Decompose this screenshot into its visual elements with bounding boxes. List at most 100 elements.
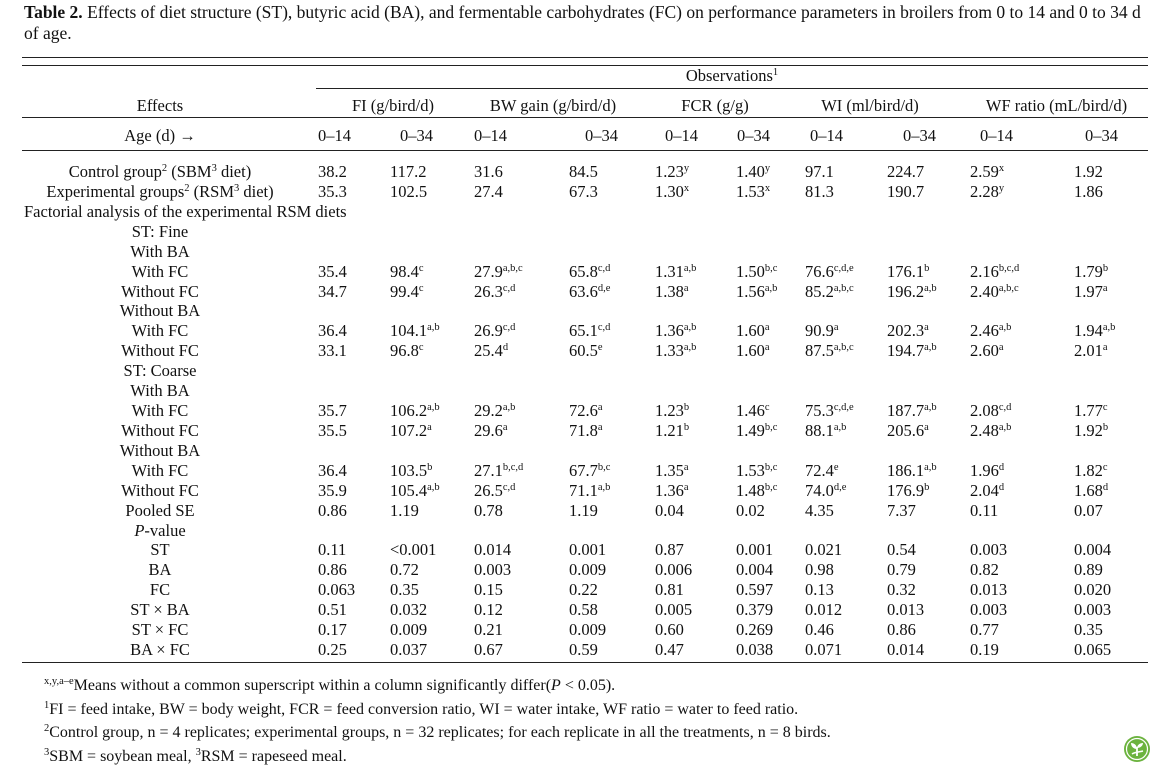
table-cell: 0.86 <box>318 501 347 521</box>
table-cell: 71.1a,b <box>569 481 610 501</box>
table-cell: 0.04 <box>655 501 684 521</box>
table-cell: 1.21b <box>655 421 689 441</box>
header-rule <box>22 117 1148 119</box>
cell-value: 0.063 <box>318 580 356 600</box>
cell-value: 71.1 <box>569 480 598 500</box>
significance-superscript: e <box>833 461 839 473</box>
significance-superscript: d,e <box>833 481 847 493</box>
cell-value: 0.269 <box>736 620 774 640</box>
cell-value: 81.3 <box>805 181 834 201</box>
cell-value: 96.8 <box>390 341 419 361</box>
cell-value: 1.46 <box>736 401 765 421</box>
table-cell: 1.38a <box>655 282 689 302</box>
cell-value: 1.53 <box>736 181 765 201</box>
cell-value: 1.56 <box>736 281 765 301</box>
cell-value: 0.13 <box>805 580 834 600</box>
cell-value: 1.21 <box>655 420 684 440</box>
cell-value: 0.038 <box>736 640 774 660</box>
cell-value: 190.7 <box>887 181 925 201</box>
table-cell: 0.013 <box>887 600 924 620</box>
significance-superscript: a,b <box>427 402 440 414</box>
significance-superscript: a,b <box>998 421 1012 433</box>
significance-superscript: b <box>683 402 690 414</box>
text: -value <box>144 520 186 540</box>
table-cell: 0.15 <box>474 580 503 600</box>
cell-value: 187.7 <box>887 401 925 421</box>
cell-value: 0.001 <box>569 540 607 560</box>
text: FC <box>149 580 171 600</box>
table-cell: 7.37 <box>887 501 916 521</box>
cell-value: 36.4 <box>318 321 347 341</box>
table-cell: 0.003 <box>970 600 1007 620</box>
row-label: ST <box>22 540 298 560</box>
cell-value: 103.5 <box>390 460 428 480</box>
significance-superscript: a <box>1102 342 1108 354</box>
table-cell: 25.4d <box>474 341 508 361</box>
table-cell: 98.4c <box>390 262 424 282</box>
cell-value: 2.46 <box>970 321 999 341</box>
table-cell: 0.86 <box>887 620 916 640</box>
significance-superscript: a,b,c <box>502 262 523 274</box>
table-cell: 0.014 <box>887 640 924 660</box>
cell-value: 4.35 <box>805 500 834 520</box>
significance-superscript: a <box>597 402 603 414</box>
table-cell: 1.77c <box>1074 401 1108 421</box>
significance-superscript: a <box>764 322 770 334</box>
cell-value: 0.014 <box>887 640 925 660</box>
table-cell: 75.3c,d,e <box>805 401 854 421</box>
table-cell: 0.009 <box>569 560 606 580</box>
significance-superscript: a <box>683 461 689 473</box>
cell-value: 0.020 <box>1074 580 1112 600</box>
cell-value: 0.032 <box>390 600 428 620</box>
cell-value: 88.1 <box>805 420 834 440</box>
table-cell: 33.1 <box>318 341 347 361</box>
table-cell: 1.31a,b <box>655 262 696 282</box>
table-cell: 0.038 <box>736 640 773 660</box>
significance-superscript: b,c,d <box>998 262 1020 274</box>
cell-value: 0.013 <box>970 580 1008 600</box>
table-cell: 0.78 <box>474 501 503 521</box>
table-cell: 1.46c <box>736 401 770 421</box>
cell-value: 35.5 <box>318 420 347 440</box>
table-cell: 0.25 <box>318 640 347 660</box>
table-cell: 0.22 <box>569 580 598 600</box>
text: ST × FC <box>131 620 189 640</box>
significance-superscript: a <box>764 342 770 354</box>
table-cell: 0.597 <box>736 580 773 600</box>
significance-superscript: a,b <box>924 342 937 354</box>
cell-value: 1.60 <box>736 341 765 361</box>
footnote: 3SBM = soybean meal, 3RSM = rapeseed mea… <box>44 747 347 767</box>
table-cell: 0.58 <box>569 600 598 620</box>
row-label: Experimental groups2 (RSM3 diet) <box>22 182 298 202</box>
table-cell: 1.56a,b <box>736 282 777 302</box>
cell-value: 1.68 <box>1074 480 1103 500</box>
table-cell: 0.17 <box>318 620 347 640</box>
cell-value: 60.5 <box>569 341 598 361</box>
table-cell: 35.4 <box>318 262 347 282</box>
table-cell: 1.60a <box>736 341 770 361</box>
effects-header: Effects <box>136 96 184 115</box>
cell-value: 1.79 <box>1074 261 1103 281</box>
row-label: With FC <box>22 321 298 341</box>
top-rule-2 <box>22 65 1148 67</box>
age-header-cell: 0–14 <box>810 126 843 145</box>
significance-superscript: c,d <box>502 282 516 294</box>
cell-value: 26.9 <box>474 321 503 341</box>
table-cell: 1.33a,b <box>655 341 696 361</box>
cell-value: 0.001 <box>736 540 774 560</box>
table-cell: 63.6d,e <box>569 282 610 302</box>
table-cell: 84.5 <box>569 162 598 182</box>
cell-value: 0.86 <box>318 560 347 580</box>
significance-superscript: a <box>427 421 432 433</box>
table-cell: 0.014 <box>474 540 511 560</box>
table-cell: 1.96d <box>970 461 1004 481</box>
cell-value: 67.7 <box>569 460 598 480</box>
table-cell: 0.13 <box>805 580 834 600</box>
significance-superscript: a <box>597 421 603 433</box>
cell-value: 2.16 <box>970 261 999 281</box>
table-cell: 2.46a,b <box>970 321 1011 341</box>
significance-superscript: a,b <box>683 262 697 274</box>
cell-value: 27.4 <box>474 181 503 201</box>
age-header-cell: 0–34 <box>585 126 618 145</box>
cell-value: 1.35 <box>655 460 684 480</box>
